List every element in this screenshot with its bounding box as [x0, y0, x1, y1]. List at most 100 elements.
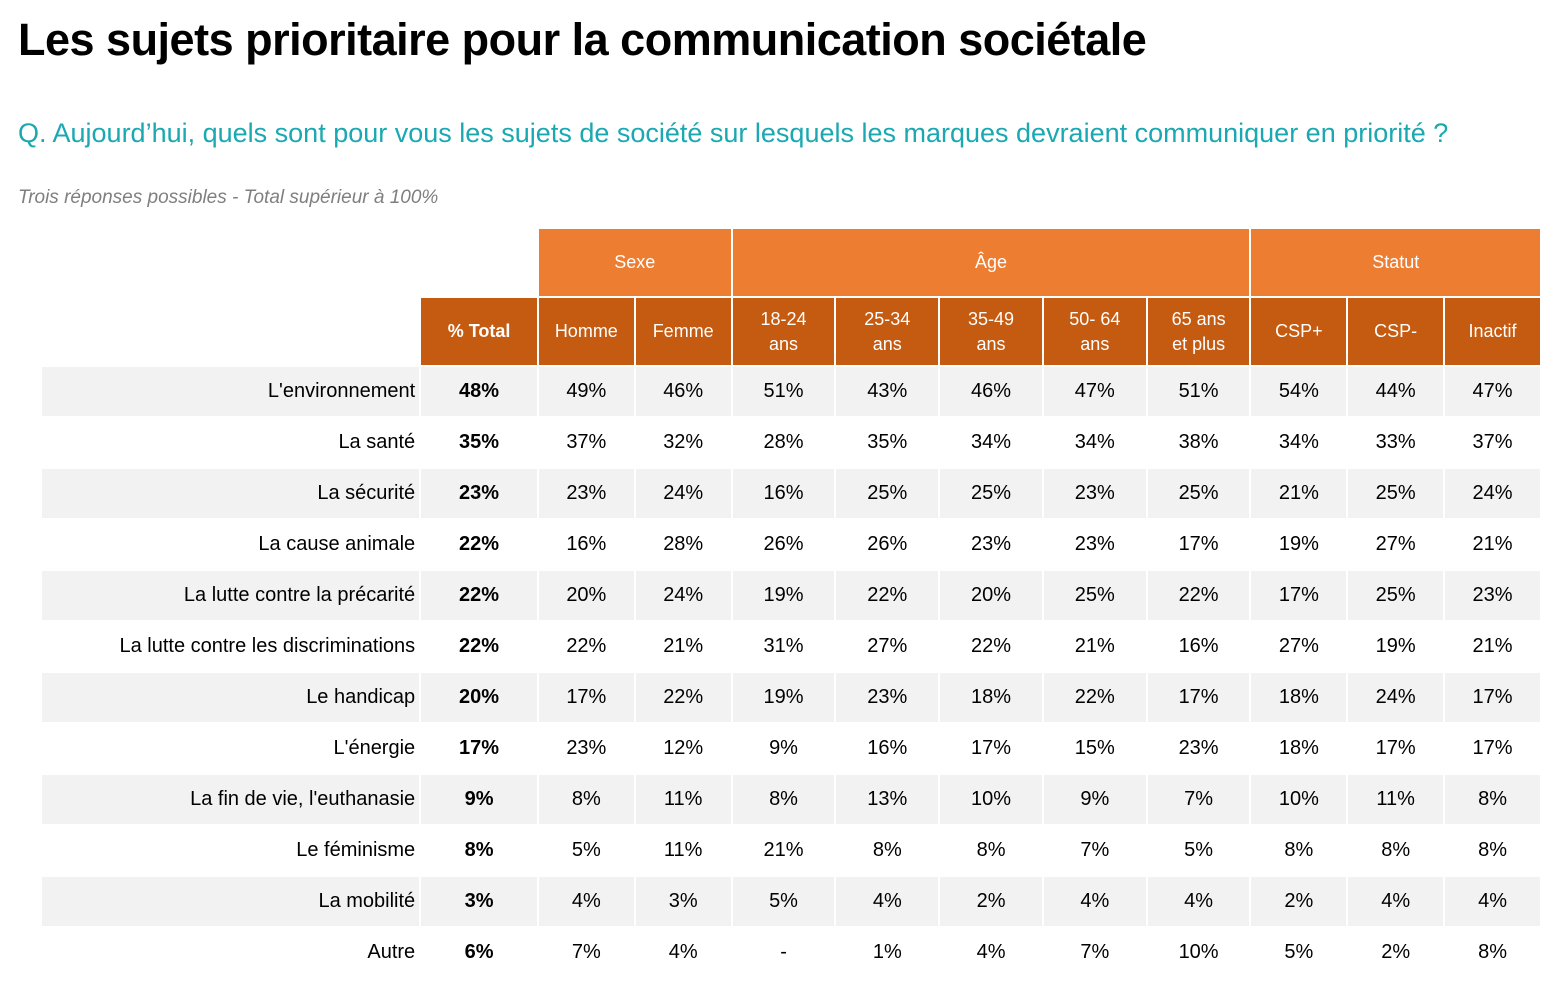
column-header-row: % Total Homme Femme 18-24 ans 25-34 ans 35-49 an… [42, 298, 1542, 367]
value-cell: 23% [1147, 724, 1252, 775]
value-cell: 26% [836, 520, 941, 571]
column-header: 65 ans et plus [1147, 298, 1252, 367]
value-cell: 5% [732, 877, 837, 928]
value-cell: 25% [940, 469, 1044, 520]
value-cell: 23% [836, 673, 941, 724]
row-label: La cause animale [42, 520, 422, 571]
value-cell: 23% [1043, 520, 1148, 571]
column-header-line: Inactif [1468, 321, 1517, 341]
value-cell: 4% [1147, 877, 1252, 928]
note-text: Trois réponses possibles - Total supérie… [18, 187, 439, 208]
value-cell: 9% [1043, 775, 1148, 826]
value-cell: 4% [1445, 877, 1542, 928]
column-header-line: % Total [447, 321, 511, 341]
value-cell: 25% [1147, 469, 1252, 520]
value-cell: 25% [1348, 571, 1446, 622]
value-cell: 4% [1348, 877, 1446, 928]
table-row: Autre 6% 7% 4% -1% 4% 7% 10% 5% 2% 8% [42, 928, 1542, 979]
total-cell: 23% [421, 469, 539, 520]
total-cell: 22% [421, 520, 539, 571]
results-table: Sexe Âge Statut % Total Homme Femme 18-24 an… [42, 229, 1542, 979]
value-cell: 17% [1147, 520, 1252, 571]
table-row: La sécurité 23% 23% 24% 16% 25% 25% 23% 25% 21% 25… [42, 469, 1542, 520]
value-cell: 10% [1147, 928, 1252, 979]
value-cell: 11% [635, 775, 733, 826]
value-cell: 26% [732, 520, 837, 571]
column-header-line: ans [872, 333, 902, 354]
column-header: CSP+ [1251, 298, 1349, 367]
value-cell: 11% [1348, 775, 1446, 826]
value-cell: 25% [1348, 469, 1446, 520]
value-cell: 21% [1251, 469, 1349, 520]
column-header-line: 35-49 [968, 308, 1015, 329]
value-cell: 2% [1348, 928, 1446, 979]
column-header-line: et plus [1172, 333, 1226, 354]
value-cell: 8% [1445, 775, 1542, 826]
question-text: Q. Aujourd’hui, quels sont pour vous les… [18, 118, 1449, 148]
value-cell: 24% [1348, 673, 1446, 724]
value-cell: 16% [1147, 622, 1252, 673]
row-label: Le handicap [42, 673, 422, 724]
value-cell: 7% [1043, 826, 1148, 877]
column-header-line: CSP+ [1275, 321, 1323, 341]
value-cell: 7% [1043, 928, 1148, 979]
value-cell: 23% [1043, 469, 1148, 520]
value-cell: 28% [635, 520, 733, 571]
value-cell: 3% [635, 877, 733, 928]
value-cell: 23% [940, 520, 1044, 571]
column-header-line: CSP- [1374, 321, 1418, 341]
value-cell: 46% [940, 367, 1044, 418]
value-cell: 20% [538, 571, 636, 622]
total-cell: 17% [421, 724, 539, 775]
value-cell: 15% [1043, 724, 1148, 775]
column-header-line: 25-34 [864, 308, 911, 329]
row-label: L'environnement [42, 367, 422, 418]
column-header-line: ans [1080, 333, 1110, 354]
row-label: Autre [42, 928, 422, 979]
row-label: La fin de vie, l'euthanasie [42, 775, 422, 826]
table-row: L'énergie 17% 23% 12% 9% 16% 17% 15% 23% 18% 17% 17… [42, 724, 1542, 775]
value-cell: 8% [1348, 826, 1446, 877]
value-cell: 32% [635, 418, 733, 469]
value-cell: 8% [732, 775, 837, 826]
value-cell: 22% [836, 571, 941, 622]
row-label: Le féminisme [42, 826, 422, 877]
group-header-sexe: Sexe [538, 229, 733, 298]
value-cell: 18% [1251, 673, 1349, 724]
value-cell: 8% [1445, 826, 1542, 877]
row-label: L'énergie [42, 724, 422, 775]
value-cell: 47% [1445, 367, 1542, 418]
value-cell: 21% [1043, 622, 1148, 673]
value-cell: 46% [635, 367, 733, 418]
table-row: La lutte contre les discriminations 22% 22… [42, 622, 1542, 673]
value-cell: 33% [1348, 418, 1446, 469]
value-cell: 4% [538, 877, 636, 928]
table-body: L'environnement 48% 49% 46% 51% 43% 46% 47% 51% 5… [42, 367, 1542, 979]
value-cell: 4% [836, 877, 941, 928]
column-header-line: 50- 64 [1069, 308, 1121, 329]
value-cell: 35% [836, 418, 941, 469]
value-cell: 2% [1251, 877, 1349, 928]
value-cell: 19% [732, 673, 837, 724]
value-cell: 4% [635, 928, 733, 979]
value-cell: 8% [1445, 928, 1542, 979]
value-cell: 37% [538, 418, 636, 469]
value-cell: 17% [940, 724, 1044, 775]
value-cell: 22% [1147, 571, 1252, 622]
value-cell: 34% [1251, 418, 1349, 469]
total-cell: 22% [421, 622, 539, 673]
page-title: Les sujets prioritaire pour la communica… [18, 14, 1147, 65]
value-cell: 10% [940, 775, 1044, 826]
value-cell: 43% [836, 367, 941, 418]
value-cell: 34% [1043, 418, 1148, 469]
column-header-line: Femme [652, 321, 714, 341]
value-cell: 23% [538, 724, 636, 775]
value-cell: 8% [1251, 826, 1349, 877]
value-cell: 17% [1445, 673, 1542, 724]
value-cell: 23% [1445, 571, 1542, 622]
value-cell: 19% [1348, 622, 1446, 673]
header-spacer [42, 229, 422, 298]
row-label: La sécurité [42, 469, 422, 520]
total-cell: 48% [421, 367, 539, 418]
value-cell: 19% [1251, 520, 1349, 571]
